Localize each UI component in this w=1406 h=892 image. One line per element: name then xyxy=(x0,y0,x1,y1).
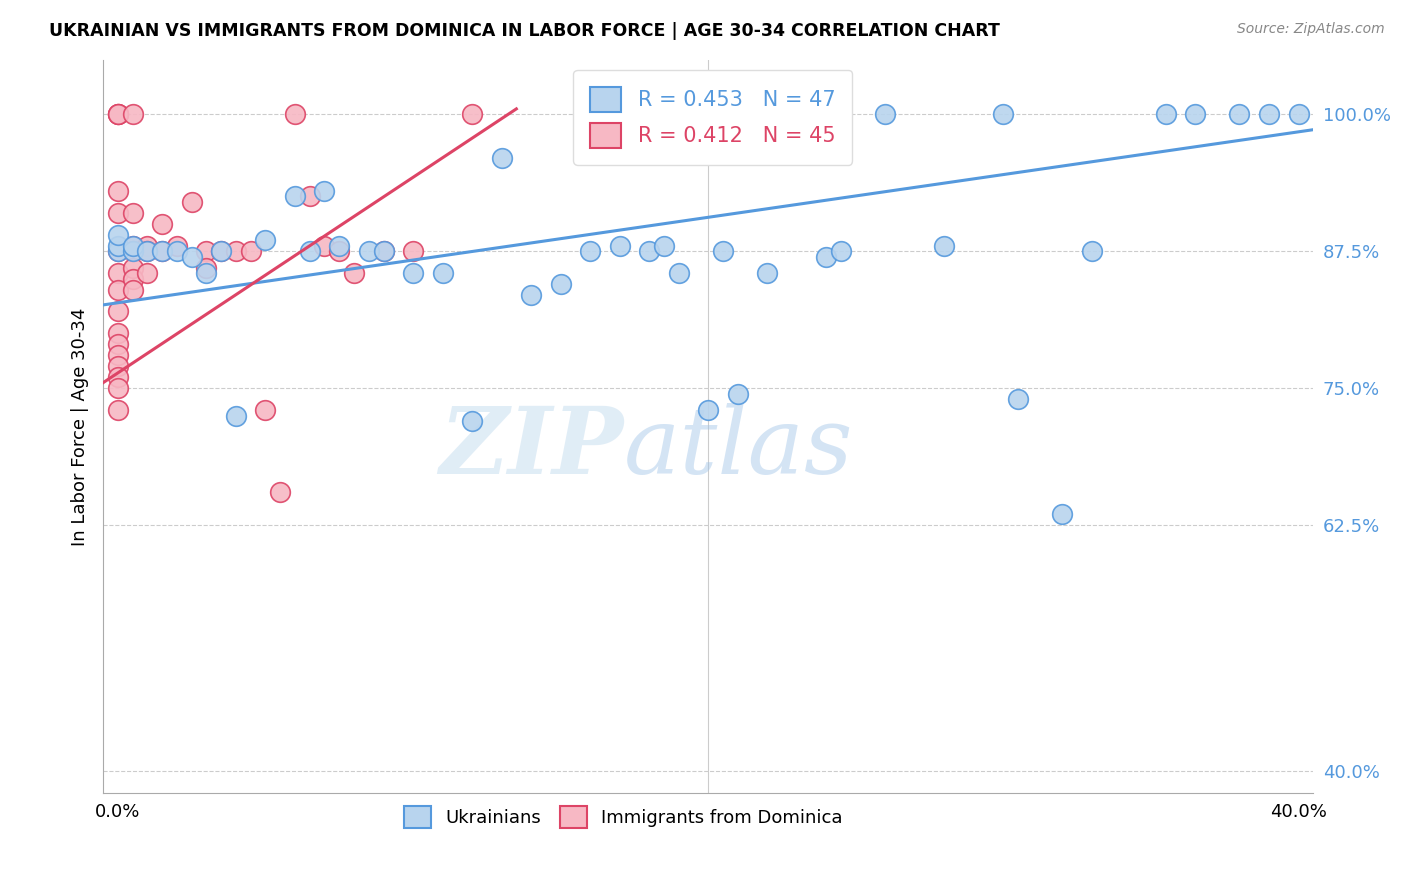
Point xyxy=(328,239,350,253)
Point xyxy=(314,239,336,253)
Point xyxy=(209,244,232,259)
Point xyxy=(121,271,143,285)
Point xyxy=(121,260,143,275)
Point xyxy=(150,244,173,259)
Point xyxy=(107,348,129,362)
Point xyxy=(107,206,129,220)
Point xyxy=(1154,107,1177,121)
Text: UKRAINIAN VS IMMIGRANTS FROM DOMINICA IN LABOR FORCE | AGE 30-34 CORRELATION CHA: UKRAINIAN VS IMMIGRANTS FROM DOMINICA IN… xyxy=(49,22,1000,40)
Point xyxy=(1184,107,1206,121)
Point xyxy=(107,283,129,297)
Point xyxy=(180,250,202,264)
Point xyxy=(934,239,956,253)
Point xyxy=(107,266,129,280)
Point xyxy=(107,107,129,121)
Point xyxy=(107,403,129,417)
Point xyxy=(107,304,129,318)
Point xyxy=(107,107,129,121)
Point xyxy=(1007,392,1029,406)
Point xyxy=(1081,244,1104,259)
Point xyxy=(491,151,513,165)
Point xyxy=(993,107,1015,121)
Legend: Ukrainians, Immigrants from Dominica: Ukrainians, Immigrants from Dominica xyxy=(396,799,849,836)
Point xyxy=(107,337,129,351)
Point xyxy=(284,189,307,203)
Point xyxy=(520,288,543,302)
Point xyxy=(225,244,247,259)
Point xyxy=(166,239,188,253)
Point xyxy=(254,403,277,417)
Point xyxy=(121,239,143,253)
Point xyxy=(136,244,159,259)
Point xyxy=(225,409,247,423)
Point xyxy=(195,260,218,275)
Point xyxy=(150,244,173,259)
Point xyxy=(121,206,143,220)
Point xyxy=(756,266,779,280)
Point xyxy=(875,107,897,121)
Point xyxy=(284,107,307,121)
Point xyxy=(550,277,572,292)
Point xyxy=(1288,107,1310,121)
Point xyxy=(668,266,690,280)
Y-axis label: In Labor Force | Age 30-34: In Labor Force | Age 30-34 xyxy=(72,307,89,546)
Point xyxy=(107,244,129,259)
Point xyxy=(638,244,661,259)
Point xyxy=(1052,507,1074,521)
Point xyxy=(254,233,277,247)
Point xyxy=(107,370,129,384)
Text: atlas: atlas xyxy=(623,403,853,493)
Point xyxy=(107,326,129,341)
Point xyxy=(107,359,129,374)
Point xyxy=(121,239,143,253)
Point xyxy=(107,227,129,242)
Point xyxy=(314,184,336,198)
Text: Source: ZipAtlas.com: Source: ZipAtlas.com xyxy=(1237,22,1385,37)
Point xyxy=(328,244,350,259)
Point xyxy=(609,239,631,253)
Point xyxy=(121,244,143,259)
Point xyxy=(357,244,380,259)
Point xyxy=(1258,107,1281,121)
Point xyxy=(107,244,129,259)
Point xyxy=(298,244,321,259)
Point xyxy=(136,239,159,253)
Point xyxy=(195,244,218,259)
Point xyxy=(136,244,159,259)
Point xyxy=(209,244,232,259)
Point xyxy=(269,485,291,500)
Point xyxy=(180,194,202,209)
Point xyxy=(121,107,143,121)
Point xyxy=(298,189,321,203)
Point xyxy=(461,414,484,428)
Point xyxy=(107,107,129,121)
Point xyxy=(711,244,734,259)
Point xyxy=(121,283,143,297)
Point xyxy=(121,244,143,259)
Point xyxy=(830,244,852,259)
Point xyxy=(195,266,218,280)
Point xyxy=(652,239,675,253)
Text: ZIP: ZIP xyxy=(439,403,623,493)
Point xyxy=(579,244,602,259)
Point xyxy=(373,244,395,259)
Point xyxy=(461,107,484,121)
Point xyxy=(343,266,366,280)
Point xyxy=(107,184,129,198)
Point xyxy=(136,266,159,280)
Point xyxy=(166,244,188,259)
Point xyxy=(402,266,425,280)
Point xyxy=(432,266,454,280)
Point xyxy=(107,239,129,253)
Point xyxy=(697,403,720,417)
Point xyxy=(107,381,129,395)
Point xyxy=(1229,107,1251,121)
Point xyxy=(239,244,262,259)
Point xyxy=(150,217,173,231)
Point xyxy=(815,250,838,264)
Point xyxy=(402,244,425,259)
Point xyxy=(727,386,749,401)
Point xyxy=(373,244,395,259)
